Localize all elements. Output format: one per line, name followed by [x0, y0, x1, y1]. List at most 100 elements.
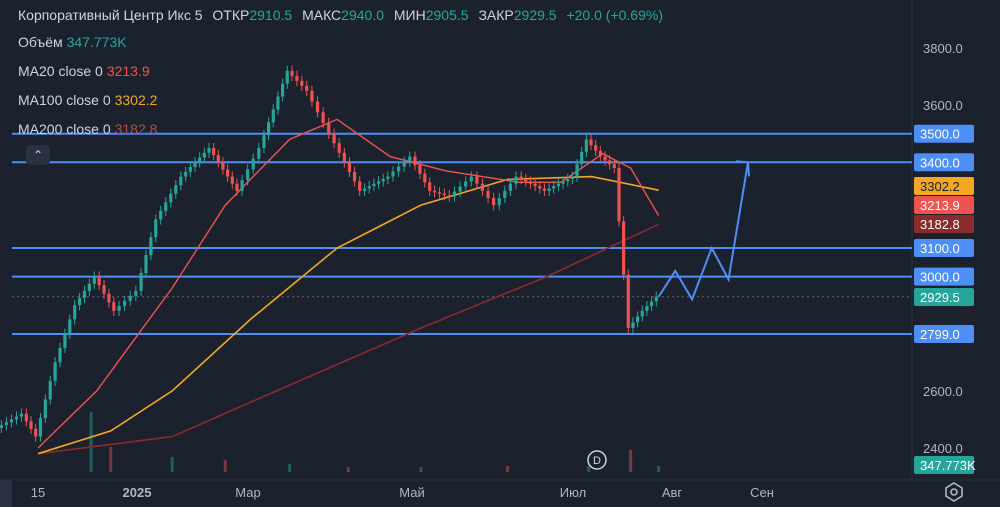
candle-body [612, 164, 616, 168]
y-tick-label: 3600.0 [923, 98, 963, 113]
candle-body [503, 190, 507, 198]
volume-bar [629, 450, 633, 472]
candle-body [164, 202, 168, 211]
candle-body [589, 139, 593, 146]
candle-body [584, 139, 588, 152]
candle-body [257, 148, 261, 159]
close-label: ЗАКР [478, 7, 514, 23]
candle-body [193, 162, 197, 168]
candle-body [636, 316, 640, 323]
candle-body [295, 75, 299, 81]
volume-bar [587, 466, 591, 472]
candle-body [9, 419, 14, 423]
candle-body [622, 221, 626, 275]
candle-body [337, 143, 341, 153]
legend-ma200-row[interactable]: MA200 close 0 3182.8 [18, 122, 663, 136]
candle-body [640, 310, 644, 317]
candle-body [442, 193, 446, 196]
volume-bar [657, 466, 661, 472]
candle-body [362, 188, 367, 191]
candle-body [418, 165, 422, 174]
collapse-legend-button[interactable]: ⌃ [26, 145, 50, 165]
volume-bar [288, 464, 292, 472]
symbol-name: Корпоративный Центр Икс 5 [18, 7, 203, 23]
ma20-label: MA20 close 0 [18, 63, 103, 79]
legend-ma100-row[interactable]: MA100 close 0 3302.2 [18, 93, 663, 107]
x-tick-label: 2025 [123, 485, 152, 500]
candle-body [184, 171, 188, 177]
candle-body [19, 413, 24, 417]
ma20-value: 3213.9 [106, 63, 150, 79]
candle-body [519, 176, 523, 179]
candle-body [580, 151, 584, 165]
candle-body [68, 319, 72, 334]
candle-body [262, 135, 266, 148]
candle-body [561, 181, 565, 184]
high-label: МАКС [302, 7, 342, 23]
candle-body [654, 296, 658, 302]
y-tick-label: 3800.0 [923, 41, 963, 56]
candle-body [575, 164, 579, 177]
candle-body [226, 169, 230, 177]
chart-legend: Корпоративный Центр Икс 5 ОТКР2910.5 МАК… [18, 8, 663, 151]
candle-body [542, 188, 547, 191]
candle-body [358, 181, 362, 191]
candle-body [202, 152, 206, 158]
level-price-tag: 2799.0 [920, 327, 960, 342]
level-price-tag-bg [914, 239, 974, 257]
candle-body [207, 148, 211, 153]
volume-label: Объём [18, 34, 63, 50]
candle-body [48, 380, 52, 400]
candle-body [631, 322, 635, 328]
candle-body [397, 166, 401, 172]
candle-body [492, 198, 496, 206]
candle-body [87, 283, 91, 291]
candle-body [626, 274, 630, 328]
candle-body [376, 181, 381, 184]
candle-body [112, 302, 116, 311]
price-tag: 2929.5 [920, 290, 960, 305]
projection-arrowhead [735, 160, 751, 177]
candle-body [43, 399, 47, 418]
open-value: 2910.5 [249, 7, 293, 23]
ma200-line [37, 223, 659, 455]
candle-body [4, 422, 9, 426]
candle-body [58, 348, 62, 363]
x-tick-label: Авг [662, 485, 683, 500]
level-price-tag: 3100.0 [920, 241, 960, 256]
candle-body [475, 176, 479, 184]
candle-body [188, 167, 192, 172]
price-tag-bg [914, 196, 974, 214]
candle-body [528, 181, 533, 184]
candle-body [251, 158, 255, 170]
candle-body [0, 425, 3, 428]
candle-body [514, 176, 518, 184]
candle-body [538, 186, 542, 189]
candle-body [117, 305, 121, 311]
ma100-label: MA100 close 0 [18, 92, 111, 108]
candle-body [240, 180, 244, 191]
candle-body [372, 183, 376, 187]
dividend-marker-label: D [593, 455, 601, 467]
candle-body [447, 195, 451, 197]
gear-icon[interactable] [944, 482, 964, 502]
level-price-tag-bg [914, 153, 974, 172]
price-tag-bg [914, 288, 974, 306]
x-tick-label: Май [399, 485, 424, 500]
candle-body [134, 290, 138, 296]
candle-body [221, 162, 225, 170]
legend-ma20-row[interactable]: MA20 close 0 3213.9 [18, 64, 663, 78]
candle-body [645, 306, 649, 311]
low-label: МИН [393, 7, 426, 23]
ma100-line [37, 175, 659, 455]
candle-body [38, 418, 43, 437]
candle-body [423, 173, 427, 183]
legend-volume-row[interactable]: Объём 347.773K [18, 35, 663, 49]
candle-body [315, 101, 320, 113]
candle-body [332, 133, 336, 144]
candle-body [24, 413, 28, 422]
level-price-tag-bg [914, 124, 974, 143]
change-value: +20.0 (+0.69%) [566, 7, 663, 23]
high-value: 2940.0 [341, 7, 384, 23]
